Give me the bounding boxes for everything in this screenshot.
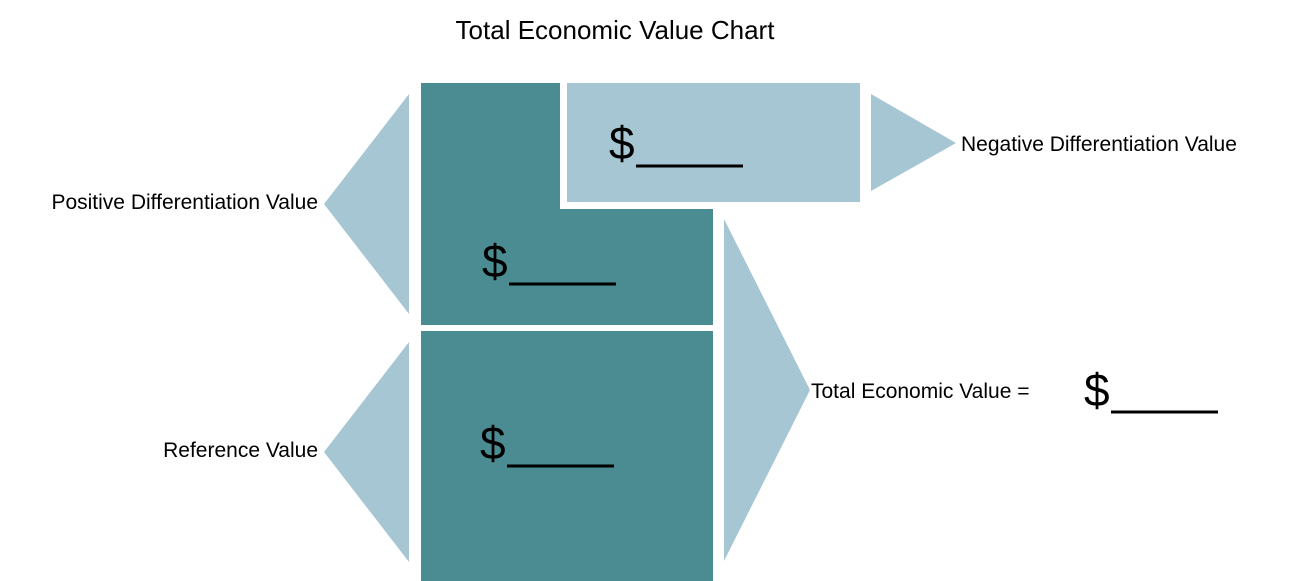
negative-differentiation-blank: $ — [609, 117, 743, 169]
total-economic-value-blank: $ — [1084, 364, 1218, 416]
total-economic-value-label: Total Economic Value = — [811, 380, 1029, 403]
negative-differentiation-block — [567, 83, 860, 202]
positive-differentiation-arrow — [324, 94, 409, 314]
positive-differentiation-label: Positive Differentiation Value — [51, 191, 318, 214]
negative-differentiation-arrow — [871, 94, 956, 191]
total-economic-value-arrow — [724, 219, 810, 561]
reference-value-label: Reference Value — [163, 439, 318, 462]
reference-value-block — [421, 331, 713, 581]
dollar-sign: $ — [609, 117, 635, 169]
chart-title: Total Economic Value Chart — [456, 15, 776, 45]
dollar-sign: $ — [1084, 364, 1110, 416]
dollar-sign: $ — [482, 235, 508, 287]
reference-value-arrow — [324, 342, 409, 562]
reference-value-blank: $ — [480, 417, 614, 469]
positive-differentiation-block — [421, 83, 713, 325]
positive-differentiation-blank: $ — [482, 235, 616, 287]
dollar-sign: $ — [480, 417, 506, 469]
negative-differentiation-label: Negative Differentiation Value — [961, 133, 1237, 156]
